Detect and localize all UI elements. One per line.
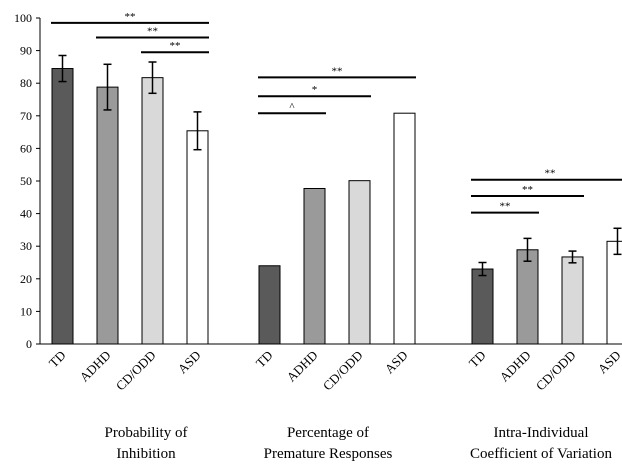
x-tick-label: CD/ODD — [320, 348, 366, 394]
y-tick-label: 20 — [20, 272, 32, 286]
x-tick-label: TD — [46, 348, 69, 371]
group-label-line: Intra-Individual — [493, 425, 589, 441]
significance-label: ** — [332, 65, 343, 77]
bar — [348, 180, 371, 345]
x-tick-label: ASD — [382, 348, 411, 377]
group-label-line: Premature Responses — [263, 446, 393, 462]
y-tick-label: 80 — [20, 76, 32, 90]
x-tick-label: TD — [466, 348, 489, 371]
significance-label: ** — [500, 201, 511, 213]
group-label-2: Intra-Individual Coefficient of Variatio… — [436, 423, 622, 465]
y-tick-label: 60 — [20, 141, 32, 155]
bar — [393, 112, 416, 345]
bar — [516, 249, 539, 345]
bar — [96, 86, 119, 345]
group-label-line: Percentage of — [286, 425, 370, 441]
bar — [141, 77, 164, 345]
y-tick-label: 50 — [20, 174, 32, 188]
x-tick-label: TD — [253, 348, 276, 371]
group-label-0: Probability of Inhibition — [41, 423, 251, 465]
significance-label: ^ — [289, 101, 295, 113]
bar — [561, 256, 584, 345]
y-tick-label: 90 — [20, 44, 32, 58]
bar — [186, 130, 209, 345]
x-tick-label: ASD — [595, 348, 622, 377]
group-label-1: Percentage of Premature Responses — [223, 423, 433, 465]
x-tick-label: CD/ODD — [533, 348, 579, 394]
significance-label: * — [312, 84, 318, 96]
significance-label: ** — [147, 26, 158, 38]
group-label-line: Inhibition — [116, 446, 176, 462]
significance-label: ** — [125, 11, 136, 23]
y-tick-label: 40 — [20, 207, 32, 221]
x-tick-label: ADHD — [76, 348, 113, 385]
x-tick-label: ADHD — [496, 348, 533, 385]
x-tick-label: CD/ODD — [113, 348, 159, 394]
bar — [258, 265, 281, 345]
y-tick-label: 30 — [20, 239, 32, 253]
significance-label: ** — [545, 168, 556, 180]
y-tick-label: 10 — [20, 304, 32, 318]
significance-label: ** — [522, 184, 533, 196]
group-label-line: Probability of — [104, 425, 188, 441]
bar — [471, 268, 494, 345]
y-tick-label: 100 — [14, 11, 32, 25]
x-tick-label: ADHD — [283, 348, 320, 385]
significance-label: ** — [170, 40, 181, 52]
bar — [606, 240, 622, 345]
group-label-line: Coefficient of Variation — [470, 446, 612, 462]
y-tick-label: 70 — [20, 109, 32, 123]
x-tick-label: ASD — [175, 348, 204, 377]
bar — [51, 68, 74, 345]
y-tick-label: 0 — [26, 337, 32, 351]
bar — [303, 187, 326, 345]
